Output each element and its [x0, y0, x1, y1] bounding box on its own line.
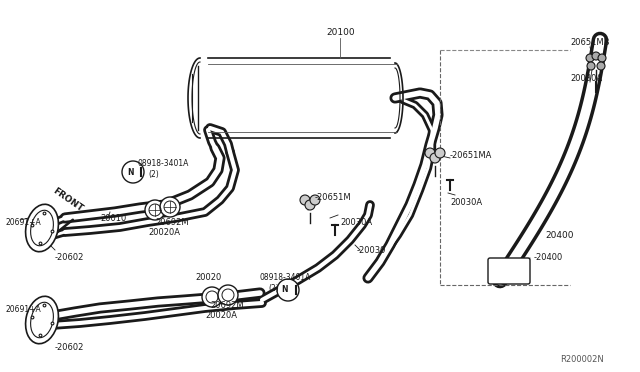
Text: 20400: 20400 — [545, 231, 573, 240]
Circle shape — [145, 200, 165, 220]
Text: -20602: -20602 — [55, 253, 84, 263]
Text: -20651M: -20651M — [315, 192, 351, 202]
Text: 20692M: 20692M — [155, 218, 189, 227]
Ellipse shape — [26, 296, 58, 344]
Text: 20651MB: 20651MB — [570, 38, 609, 46]
Circle shape — [598, 54, 606, 62]
Circle shape — [586, 54, 594, 62]
Circle shape — [305, 200, 315, 210]
Text: 08918-3401A: 08918-3401A — [138, 158, 189, 167]
Circle shape — [592, 52, 600, 60]
Text: 20030A: 20030A — [340, 218, 372, 227]
Circle shape — [430, 153, 440, 163]
Text: N: N — [282, 285, 288, 295]
Ellipse shape — [26, 204, 58, 252]
Text: 20020A: 20020A — [205, 311, 237, 320]
Circle shape — [160, 197, 180, 217]
Text: FRONT: FRONT — [51, 186, 84, 213]
Text: 20691+A: 20691+A — [5, 218, 41, 227]
Text: (2): (2) — [148, 170, 159, 179]
Circle shape — [435, 148, 445, 158]
Text: 08918-3401A: 08918-3401A — [260, 273, 312, 282]
Text: 20692M: 20692M — [210, 301, 244, 310]
Text: -20602: -20602 — [55, 343, 84, 353]
Circle shape — [122, 161, 144, 183]
Circle shape — [300, 195, 310, 205]
Text: 20020: 20020 — [195, 273, 221, 282]
Text: 20020A: 20020A — [148, 228, 180, 237]
Circle shape — [310, 195, 320, 205]
Text: R200002N: R200002N — [560, 356, 604, 365]
Text: 20030A: 20030A — [570, 74, 602, 83]
Circle shape — [597, 62, 605, 70]
Text: 20030A: 20030A — [450, 198, 482, 206]
Circle shape — [277, 279, 299, 301]
Text: N: N — [127, 167, 133, 176]
Circle shape — [425, 148, 435, 158]
Text: -20400: -20400 — [534, 253, 563, 263]
Text: (2): (2) — [268, 283, 279, 292]
FancyBboxPatch shape — [488, 258, 530, 284]
Text: 20100: 20100 — [326, 28, 355, 36]
Text: -20030: -20030 — [357, 246, 387, 254]
Circle shape — [218, 285, 238, 305]
Text: 20010: 20010 — [100, 214, 126, 222]
Text: -20651MA: -20651MA — [450, 151, 492, 160]
Circle shape — [587, 62, 595, 70]
Circle shape — [202, 287, 222, 307]
Text: 20691+A: 20691+A — [5, 305, 41, 314]
